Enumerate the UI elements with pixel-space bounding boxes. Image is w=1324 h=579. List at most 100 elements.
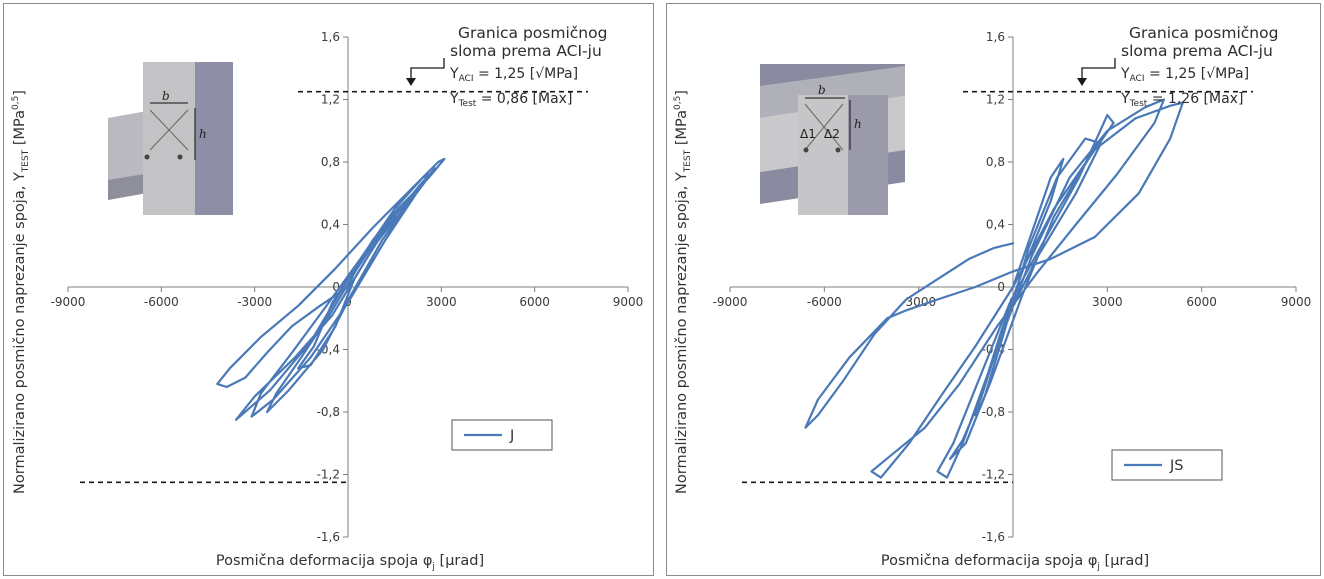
- x-tick-label: -6000: [807, 295, 842, 309]
- x-axis-title-unit: [μrad]: [435, 553, 484, 569]
- y-axis-title-sub: TEST: [683, 149, 693, 173]
- y-axis-title-sub: TEST: [21, 149, 31, 173]
- aci-symbol: Y: [449, 66, 459, 82]
- y-axis-title-main: Normalizirano posmično naprezanje spoja,…: [674, 172, 690, 494]
- sketch-label-h: h: [199, 127, 207, 141]
- y-tick-label: 0,4: [986, 218, 1005, 232]
- y-tick-label: 0: [332, 280, 340, 294]
- diagonal-2: [804, 103, 844, 151]
- y-tick-label: -1,6: [982, 530, 1005, 544]
- left-chart: -9000 -6000 -3000 0 3000 6000 9000 1,6 1,2 0,8 0,4…: [11, 24, 643, 572]
- x-tick-label: 6000: [519, 295, 550, 309]
- series-J-line: [216, 157, 446, 421]
- annotation-arrow-head: [1077, 78, 1087, 86]
- y-axis-title-unit: [MPa: [12, 110, 28, 150]
- x-axis-title: Posmična deformacija spoja φj [μrad]: [216, 553, 484, 572]
- sketch-label-delta1: Δ1: [800, 127, 816, 141]
- test-value: = 0,86 [Max]: [476, 91, 572, 107]
- y-tick-label: 1,6: [321, 30, 340, 44]
- plots-layer: -9000 -6000 -3000 0 3000 6000 9000 1,6 1,2 0,8 0,4…: [11, 24, 1311, 572]
- x-tick-label: -9000: [51, 295, 86, 309]
- x-axis-title-main: Posmična deformacija spoja φ: [881, 553, 1098, 569]
- test-symbol: Y: [449, 91, 459, 107]
- x-tick-label: -3000: [901, 295, 936, 309]
- y-axis-title-close: ]: [12, 90, 28, 96]
- y-tick-label: -1,2: [982, 468, 1005, 482]
- annotation-title-line1: Granica posmičnog: [458, 24, 607, 42]
- x-tick-label: 3000: [426, 295, 457, 309]
- x-tick-label: -3000: [237, 295, 272, 309]
- x-tick-label: 3000: [1092, 295, 1123, 309]
- aci-subscript: ACI: [1130, 74, 1145, 84]
- sketch-label-delta2: Δ2: [824, 127, 840, 141]
- sketch-label-h: h: [854, 117, 862, 131]
- series-JS-line: [804, 98, 1184, 479]
- right-joint-sketch: b h Δ1 Δ2: [760, 64, 905, 215]
- sensor-dot-1: [803, 147, 809, 153]
- x-tick-label: 9000: [613, 295, 644, 309]
- sketch-label-b: b: [818, 83, 826, 97]
- test-value-label: YTest = 1,26 [Max]: [1120, 91, 1243, 109]
- sensor-dot-2: [177, 154, 183, 160]
- annotation-title-line1: Granica posmičnog: [1129, 24, 1278, 42]
- x-axis-title-main: Posmična deformacija spoja φ: [216, 553, 433, 569]
- aci-value: = 1,25 [√MPa]: [1145, 66, 1250, 82]
- test-subscript: Test: [1129, 99, 1148, 109]
- sensor-dot-1: [144, 154, 150, 160]
- sketch-label-b: b: [162, 89, 170, 103]
- annotation-arrow-head: [406, 78, 416, 86]
- sensor-dot-2: [835, 147, 841, 153]
- y-tick-label: 0,8: [986, 155, 1005, 169]
- test-symbol: Y: [1120, 91, 1130, 107]
- legend-label: JS: [1169, 458, 1183, 474]
- left-panel-frame: [3, 3, 654, 576]
- x-axis-title-sub: j: [431, 562, 435, 572]
- column-front: [143, 62, 195, 215]
- aci-value: = 1,25 [√MPa]: [474, 66, 579, 82]
- x-tick-label: 6000: [1186, 295, 1217, 309]
- test-value-label: YTest = 0,86 [Max]: [449, 91, 572, 109]
- y-axis-title-sup: 0,5: [673, 96, 683, 110]
- y-axis-title-close: ]: [674, 90, 690, 96]
- y-axis-title: Normalizirano posmično naprezanje spoja,…: [11, 90, 31, 494]
- y-tick-label: -1,6: [317, 530, 340, 544]
- y-tick-label: -1,2: [317, 468, 340, 482]
- test-subscript: Test: [458, 99, 477, 109]
- column-side: [848, 95, 888, 215]
- annotation-title-line2: sloma prema ACI-ju: [450, 42, 602, 60]
- y-tick-label: 0,4: [321, 218, 340, 232]
- y-tick-label: 1,2: [321, 93, 340, 107]
- y-tick-label: 1,6: [986, 30, 1005, 44]
- aci-subscript: ACI: [459, 74, 474, 84]
- y-tick-label: -0,8: [317, 405, 340, 419]
- test-value: = 1,26 [Max]: [1147, 91, 1243, 107]
- y-tick-label: 0,8: [321, 155, 340, 169]
- y-axis-title: Normalizirano posmično naprezanje spoja,…: [673, 90, 693, 494]
- right-panel-frame: [666, 3, 1321, 576]
- x-tick-label: -9000: [713, 295, 748, 309]
- beam-upper: [760, 66, 905, 118]
- x-axis-title-unit: [μrad]: [1100, 553, 1149, 569]
- annotation-arrow-stem: [1081, 58, 1116, 80]
- right-chart: -9000 -6000 -3000 0 3000 6000 9000 1,6 1,2 0,8 0,4…: [673, 24, 1311, 572]
- aci-value-label: YACI = 1,25 [√MPa]: [449, 66, 578, 84]
- x-tick-label: 9000: [1281, 295, 1312, 309]
- x-axis-title: Posmična deformacija spoja φj [μrad]: [881, 553, 1149, 572]
- legend-label: J: [509, 428, 514, 444]
- legend-box: [1111, 449, 1223, 481]
- y-tick-label: -0,8: [982, 405, 1005, 419]
- y-tick-label: 0: [997, 280, 1005, 294]
- y-tick-label: 1,2: [986, 93, 1005, 107]
- x-tick-label: -6000: [144, 295, 179, 309]
- annotation-title-line2: sloma prema ACI-ju: [1121, 42, 1273, 60]
- diagonal-2: [149, 109, 189, 151]
- y-axis-title-sup: 0,5: [11, 96, 21, 110]
- y-axis-title-unit: [MPa: [674, 110, 690, 150]
- left-joint-sketch: b h: [108, 62, 233, 215]
- annotation-arrow-stem: [410, 58, 445, 80]
- x-axis-title-sub: j: [1096, 562, 1100, 572]
- column-front: [798, 95, 848, 215]
- aci-symbol: Y: [1120, 66, 1130, 82]
